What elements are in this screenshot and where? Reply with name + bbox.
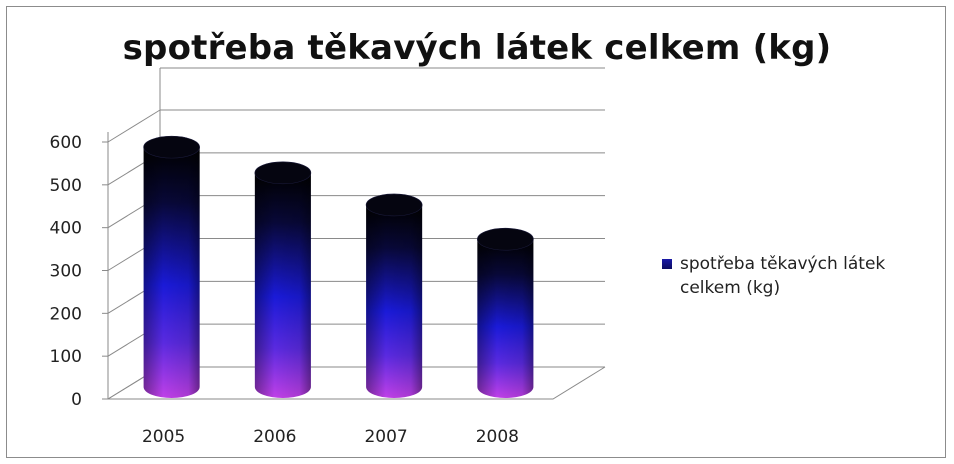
legend-label: spotřeba těkavých látek celkem (kg) (680, 254, 886, 298)
bar-shade (143, 147, 200, 399)
bar-top (365, 193, 423, 217)
gridline-depth (107, 109, 161, 143)
x-tick-label: 2008 (476, 427, 519, 447)
bar-shade (477, 239, 534, 399)
x-tick-label: 2006 (253, 427, 296, 447)
y-tick-label: 200 (50, 304, 82, 324)
chart-title: spotřeba těkavých látek celkem (kg) (122, 28, 832, 68)
y-tick-label: 500 (50, 176, 82, 196)
bars-layer (143, 135, 534, 399)
legend-swatch (662, 259, 672, 269)
bar-2008 (477, 227, 534, 399)
bar-2005 (143, 135, 200, 399)
bar-top (143, 135, 200, 159)
y-tick-label: 600 (50, 133, 82, 153)
y-tick-label: 0 (71, 390, 82, 410)
y-tick-label: 100 (50, 347, 82, 367)
y-tick-label: 400 (50, 219, 82, 239)
legend: spotřeba těkavých látek celkem (kg) (662, 252, 952, 300)
y-tick-label: 300 (50, 262, 82, 282)
x-tick-label: 2007 (364, 427, 407, 447)
bar-shade (254, 172, 311, 399)
x-tick-label: 2005 (142, 427, 185, 447)
bar-top (254, 161, 312, 185)
bar-2007 (365, 193, 423, 399)
bar-shade (366, 204, 423, 399)
labels-layer: 0 100 200 300 400 500 600 2005 2006 2007 2008 (50, 133, 519, 447)
bar-top (477, 227, 534, 251)
bar-2006 (254, 161, 312, 399)
